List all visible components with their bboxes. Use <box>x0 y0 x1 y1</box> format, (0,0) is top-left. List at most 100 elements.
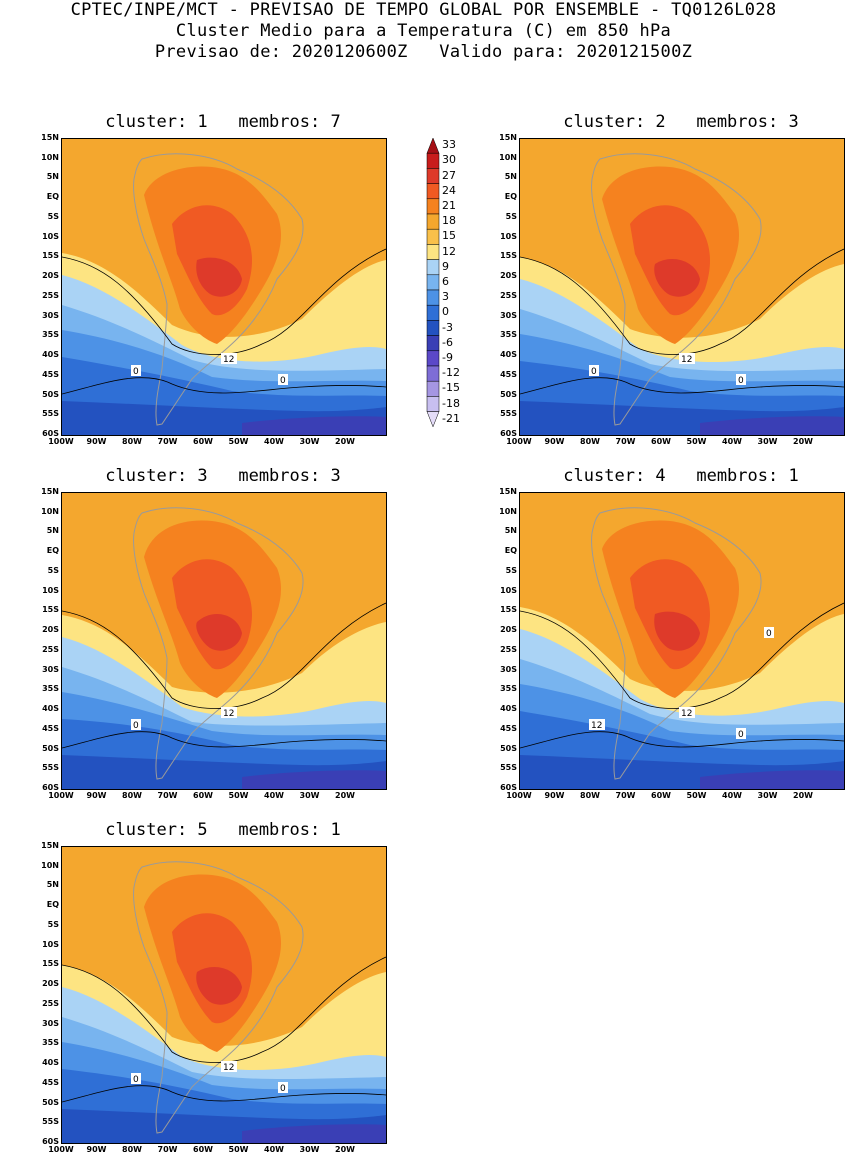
temperature-band <box>654 259 700 297</box>
latitude-tick-label: 5N <box>46 172 59 182</box>
panel-title: cluster: 4 membros: 1 <box>563 466 799 486</box>
panel-title: cluster: 1 membros: 7 <box>105 112 341 132</box>
longitude-tick-label: 40W <box>264 437 284 446</box>
temperature-band <box>700 770 844 789</box>
temperature-band <box>700 416 844 435</box>
latitude-tick-label: 10S <box>42 231 59 241</box>
svg-text:0: 0 <box>280 376 286 386</box>
latitude-tick-label: 10N <box>41 506 59 516</box>
contour-label: 12 <box>221 707 237 719</box>
latitude-tick-label: EQ <box>46 900 59 910</box>
map-panel: 12 0 <box>61 492 387 790</box>
longitude-tick-label: 70W <box>157 437 178 446</box>
colorbar-tick-label: 15 <box>442 229 456 243</box>
latitude-tick-label: 20S <box>500 625 517 635</box>
latitude-tick-label: 5S <box>505 565 517 575</box>
panel-title: cluster: 5 membros: 1 <box>105 820 341 840</box>
contour-label: 0 <box>131 1073 141 1085</box>
continent-outline <box>591 507 762 780</box>
longitude-tick-label: 90W <box>544 437 565 446</box>
contour-label: 0 <box>278 1082 288 1094</box>
latitude-tick-label: 20S <box>42 625 59 635</box>
longitude-tick-label: 90W <box>86 791 107 800</box>
colorbar-swatch <box>426 168 440 184</box>
latitude-tick-label: 50S <box>500 743 517 753</box>
colorbar-tick-label: -21 <box>442 411 460 425</box>
latitude-tick-label: 60S <box>42 429 59 438</box>
map-panel: 12 0 0 <box>61 138 387 436</box>
longitude-tick-label: 30W <box>757 437 778 446</box>
latitude-tick-label: 15N <box>41 133 59 142</box>
latitude-tick-label: 25S <box>500 290 517 300</box>
continent-outline <box>133 861 304 1134</box>
latitude-tick-label: 10N <box>499 152 517 162</box>
temperature-map: 12 0 0 <box>62 139 386 435</box>
colorbar-tick-label: 0 <box>442 305 449 319</box>
latitude-tick-label: 10S <box>42 939 59 949</box>
svg-text:0: 0 <box>738 730 744 740</box>
colorbar-swatch <box>426 137 440 154</box>
latitude-tick-label: 50S <box>42 1097 59 1107</box>
longitude-tick-label: 20W <box>335 1145 355 1154</box>
latitude-tick-label: 15N <box>499 487 517 496</box>
map-panel: 12 0 0 <box>519 138 845 436</box>
latitude-tick-label: 55S <box>500 763 517 773</box>
contour-label: 0 <box>589 365 599 377</box>
latitude-tick-label: 25S <box>500 644 517 654</box>
svg-text:0: 0 <box>133 367 139 377</box>
latitude-tick-label: 30S <box>42 310 59 320</box>
latitude-tick-label: EQ <box>504 192 517 202</box>
latitude-tick-label: 45S <box>500 369 517 379</box>
map-panel: 12 0 0 <box>61 846 387 1144</box>
latitude-tick-label: 10N <box>41 860 59 870</box>
longitude-tick-label: 70W <box>615 791 636 800</box>
temperature-map: 12 12 0 0 <box>520 493 844 789</box>
latitude-tick-label: 10S <box>42 585 59 595</box>
colorbar-swatch <box>426 152 440 169</box>
continent-outline <box>133 153 304 426</box>
latitude-tick-label: 15N <box>499 133 517 142</box>
colorbar-swatch <box>426 274 440 291</box>
latitude-tick-label: 50S <box>500 389 517 399</box>
longitude-tick-label: 90W <box>86 1145 107 1154</box>
latitude-tick-label: 20S <box>42 979 59 989</box>
longitude-tick-label: 80W <box>122 1145 142 1154</box>
longitude-tick-label: 60W <box>193 437 213 446</box>
longitude-tick-label: 80W <box>580 437 600 446</box>
colorbar-swatch <box>426 350 440 367</box>
latitude-tick-label: 30S <box>500 310 517 320</box>
longitude-tick-label: 40W <box>722 437 742 446</box>
latitude-tick-label: 5S <box>47 919 59 929</box>
latitude-tick-label: 60S <box>42 1137 59 1146</box>
colorbar-swatches <box>426 137 440 428</box>
svg-text:0: 0 <box>738 376 744 386</box>
colorbar-swatch <box>426 411 440 428</box>
contour-line <box>520 731 844 749</box>
colorbar-tick-label: 18 <box>442 214 456 228</box>
latitude-tick-label: 15N <box>41 841 59 850</box>
latitude-tick-label: 45S <box>500 723 517 733</box>
contour-label: 12 <box>221 1061 237 1073</box>
latitude-tick-label: 10N <box>499 506 517 516</box>
contour-label: 12 <box>589 719 605 731</box>
latitude-tick-label: 60S <box>500 429 517 438</box>
colorbar-tick-label: -18 <box>442 396 460 410</box>
latitude-tick-label: 40S <box>42 350 59 360</box>
latitude-tick-label: 35S <box>500 684 517 694</box>
longitude-tick-label: 30W <box>299 791 320 800</box>
latitude-tick-label: 10N <box>41 152 59 162</box>
colorbar-swatch <box>426 198 440 215</box>
latitude-tick-label: 5S <box>505 211 517 221</box>
colorbar-tick-label: 30 <box>442 153 456 167</box>
colorbar-tick-label: 24 <box>442 183 456 197</box>
colorbar-swatch <box>426 228 440 245</box>
colorbar-tick-label: -3 <box>442 320 453 334</box>
longitude-tick-label: 70W <box>615 437 636 446</box>
longitude-tick-label: 60W <box>651 791 671 800</box>
colorbar-legend: 33 30 27 24 21 18 15 12 9 6 3 0 -3 -6 -9 -12 -15 -18 -21 <box>426 137 460 446</box>
latitude-tick-label: 45S <box>42 723 59 733</box>
latitude-tick-label: 15S <box>500 605 517 615</box>
latitude-tick-label: 20S <box>42 271 59 281</box>
latitude-tick-label: 45S <box>42 1077 59 1087</box>
longitude-tick-label: 40W <box>264 791 284 800</box>
